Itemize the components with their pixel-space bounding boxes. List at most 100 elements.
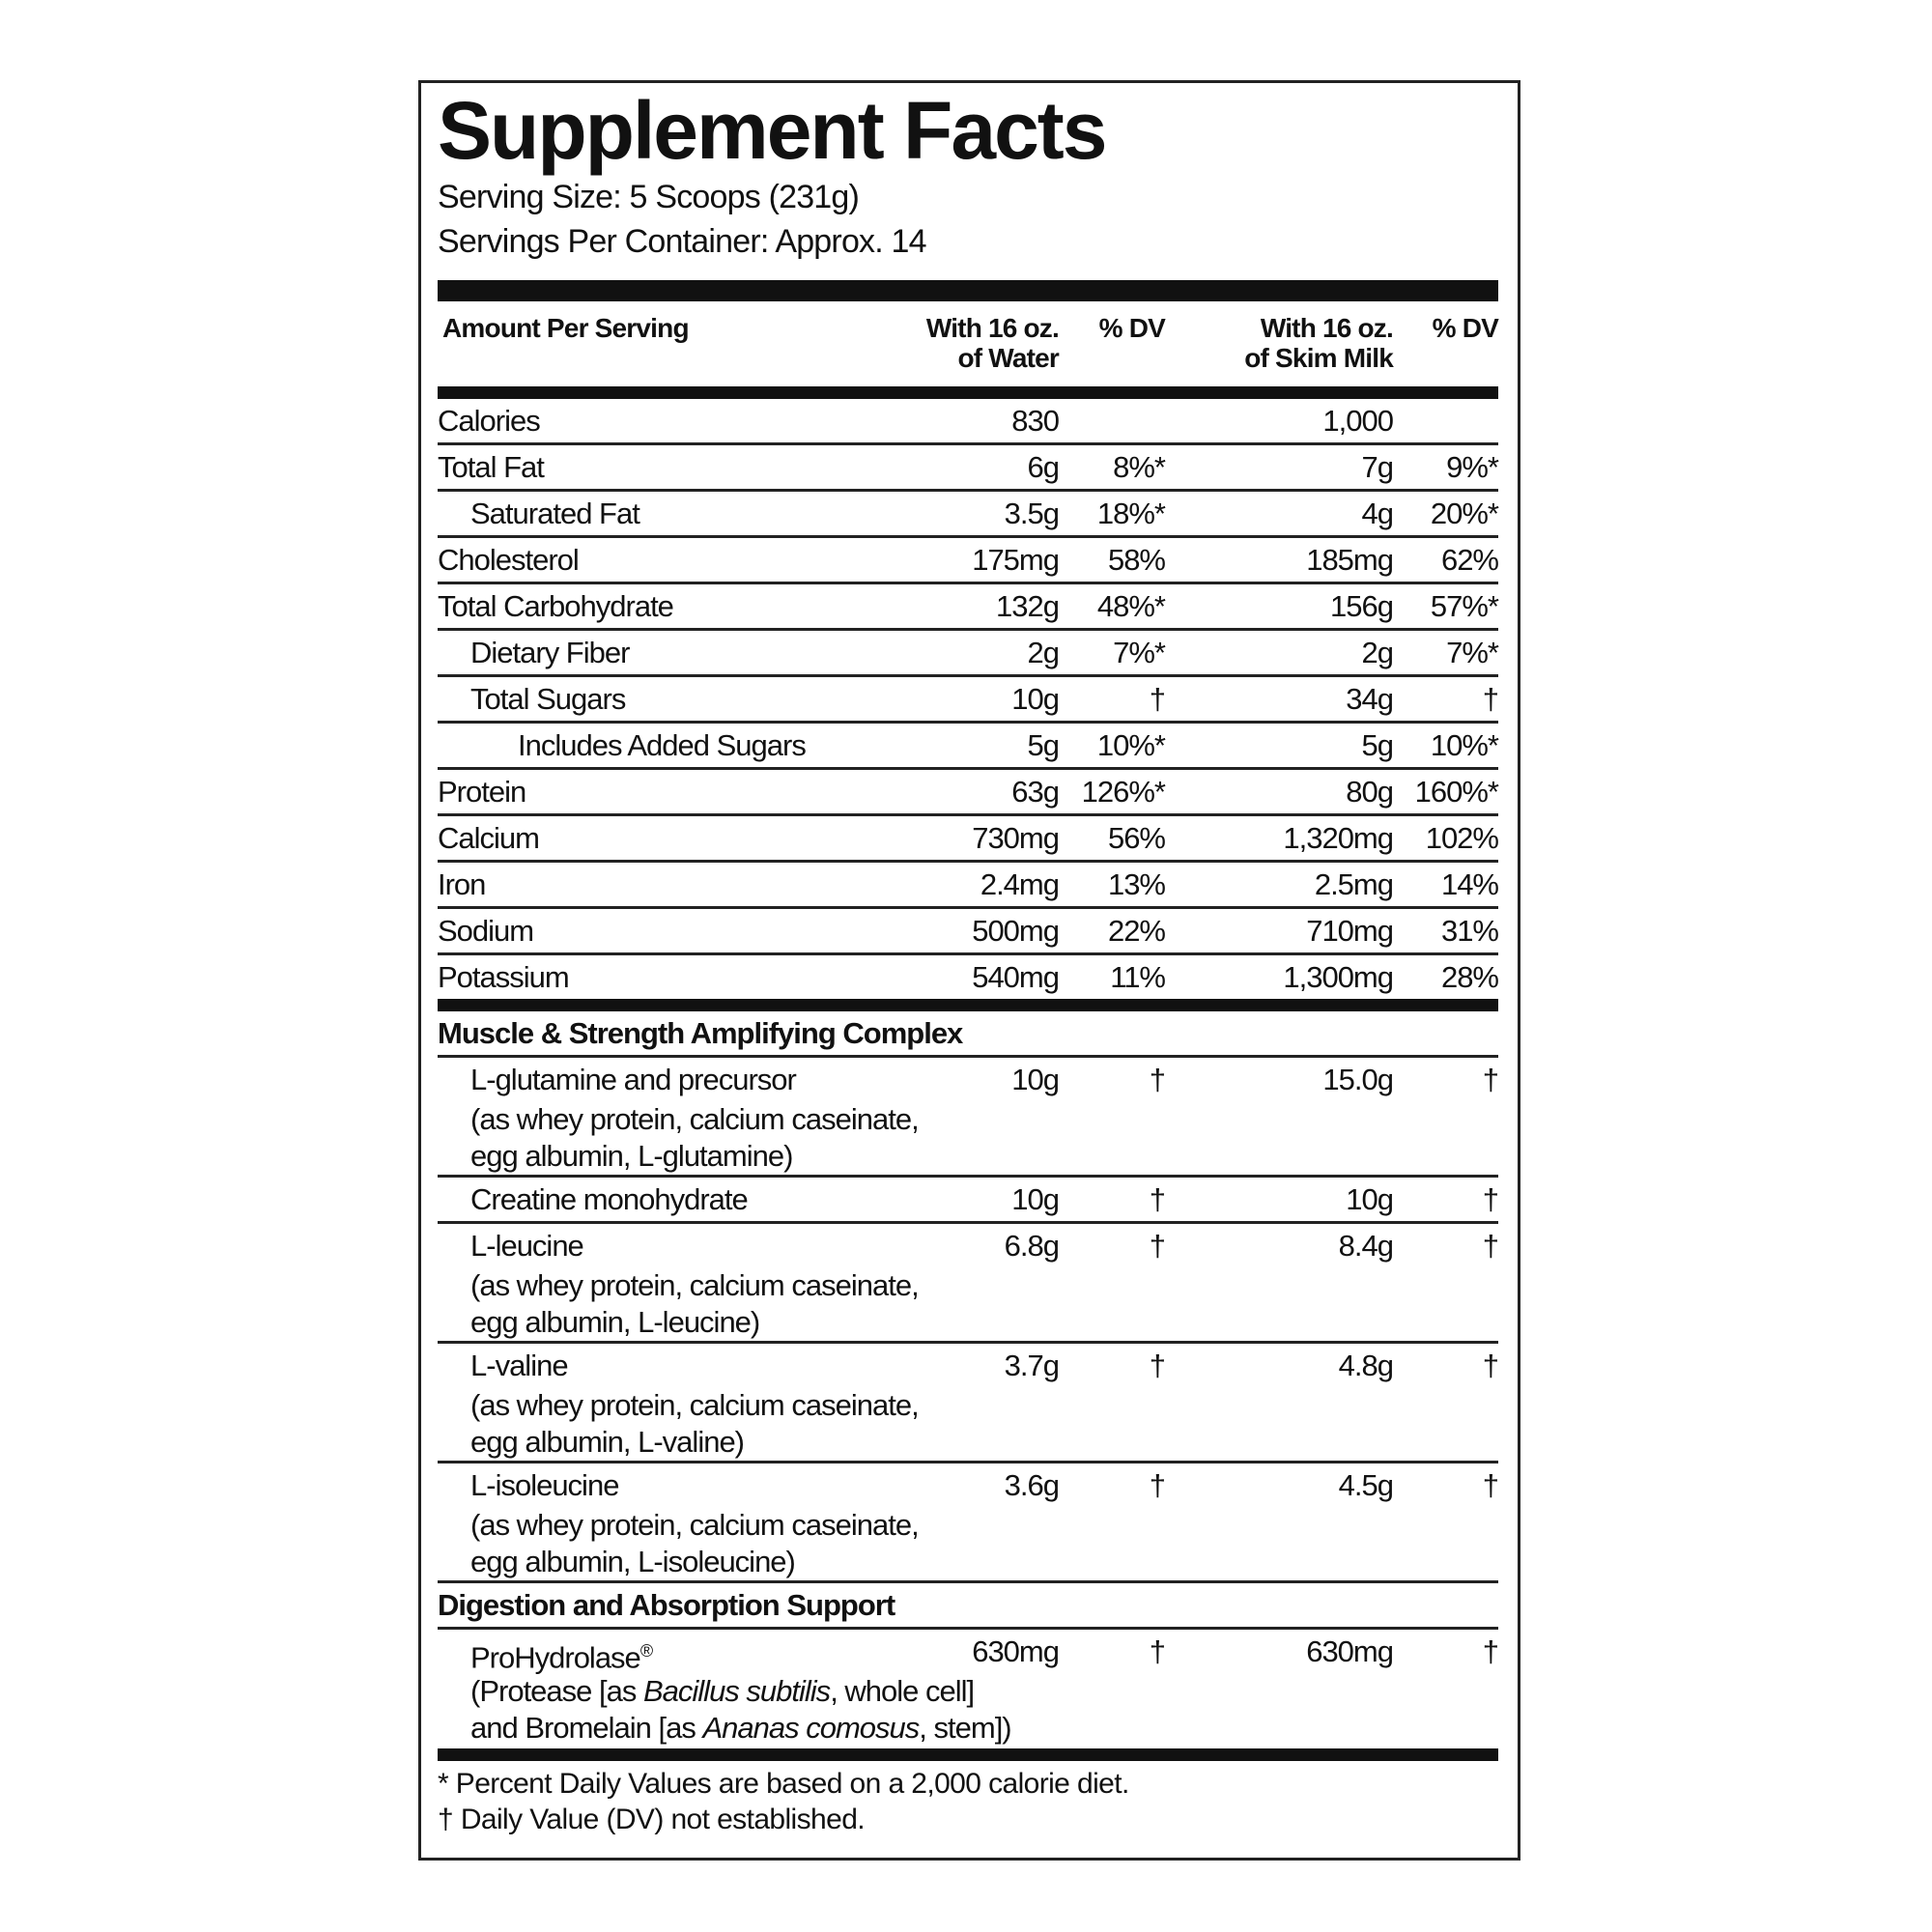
name-text: L-glutamine and precursor	[470, 1063, 797, 1096]
nutrient-row: Calcium 730mg 56% 1,320mg 102%	[438, 816, 1499, 863]
nutrient-row: Saturated Fat 3.5g 18%* 4g 20%*	[438, 492, 1499, 538]
name-text: Potassium	[438, 960, 570, 994]
nutrient-row: Sodium 500mg 22% 710mg 31%	[438, 909, 1499, 955]
ingredient-detail: (Protease [as Bacillus subtilis, whole c…	[438, 1673, 1498, 1710]
dv-water: 22%	[1107, 914, 1166, 948]
amount-milk: 2.5mg	[1314, 867, 1394, 901]
row-line: Total Fat 6g 8%* 7g 9%*	[438, 445, 1499, 489]
nutrient-name: ProHydrolase®	[438, 1630, 895, 1675]
amount-milk: 630mg	[1306, 1634, 1394, 1668]
dv-water: 11%	[1110, 960, 1166, 994]
nutrient-name: Total Fat	[438, 445, 895, 489]
amount-milk: 80g	[1346, 775, 1394, 809]
registered-mark: ®	[639, 1641, 653, 1661]
row-line: Calcium 730mg 56% 1,320mg 102%	[438, 816, 1499, 860]
dv-milk: †	[1482, 1634, 1499, 1668]
ingredient-detail: (as whey protein, calcium caseinate,	[470, 1508, 920, 1542]
nutrient-name: L-leucine	[438, 1224, 895, 1267]
column-header: Amount Per Serving With 16 oz. of Water …	[438, 301, 1499, 386]
amount-milk: 4g	[1361, 497, 1394, 530]
detail-segment: , whole cell]	[830, 1674, 975, 1708]
name-text: ProHydrolase	[470, 1640, 641, 1675]
amount-water: 830	[1011, 404, 1060, 438]
dv-water: 58%	[1107, 543, 1166, 577]
header-water: With 16 oz. of Water	[895, 313, 1060, 386]
nutrient-name: Saturated Fat	[438, 492, 895, 535]
amount-water: 6g	[1027, 450, 1060, 484]
name-text: Protein	[438, 775, 526, 809]
detail-segment: , stem])	[919, 1711, 1011, 1745]
amount-milk: 5g	[1361, 728, 1394, 762]
nutrient-name: Creatine monohydrate	[438, 1178, 895, 1221]
amount-water: 630mg	[972, 1634, 1060, 1668]
dv-water: 56%	[1107, 821, 1166, 855]
dv-water: †	[1149, 682, 1166, 716]
name-text: Includes Added Sugars	[518, 728, 807, 762]
ingredient-detail: (as whey protein, calcium caseinate,	[470, 1388, 920, 1422]
ingredient-sections: Muscle & Strength Amplifying Complex L-gl…	[438, 1011, 1499, 1747]
nutrient-name: Potassium	[438, 955, 895, 999]
dv-milk: 102%	[1425, 821, 1499, 855]
nutrient-row: ProHydrolase® 630mg † 630mg † (Protease [as B…	[438, 1630, 1499, 1747]
amount-water: 132g	[996, 589, 1060, 623]
amount-water: 10g	[1011, 1182, 1060, 1216]
amount-milk: 10g	[1346, 1182, 1394, 1216]
thick-rule	[438, 386, 1498, 399]
nutrient-row: Total Sugars 10g † 34g †	[438, 677, 1499, 724]
dv-milk: 31%	[1440, 914, 1499, 948]
dv-water: †	[1149, 1468, 1166, 1502]
dv-milk: 7%*	[1446, 636, 1499, 669]
amount-milk: 34g	[1346, 682, 1394, 716]
footnotes: * Percent Daily Values are based on a 2,…	[438, 1761, 1498, 1837]
amount-water: 63g	[1011, 775, 1060, 809]
row-line: L-valine 3.7g † 4.8g †	[438, 1344, 1499, 1387]
dv-milk: †	[1482, 1229, 1499, 1263]
detail-segment: and Bromelain [as	[470, 1711, 703, 1745]
dv-water: 13%	[1107, 867, 1166, 901]
dv-milk: †	[1482, 1349, 1499, 1382]
amount-milk: 185mg	[1306, 543, 1394, 577]
dv-water: 48%*	[1096, 589, 1166, 623]
name-text: Saturated Fat	[470, 497, 640, 530]
amount-water: 3.6g	[1004, 1468, 1060, 1502]
dv-water: 126%*	[1081, 775, 1166, 809]
amount-milk: 1,300mg	[1283, 960, 1394, 994]
ingredient-detail: egg albumin, L-glutamine)	[470, 1139, 793, 1173]
thick-rule	[438, 1748, 1498, 1761]
serving-size: Serving Size: 5 Scoops (231g)	[438, 179, 860, 215]
servings-per-container: Servings Per Container: Approx. 14	[438, 223, 927, 260]
dv-milk: †	[1482, 1468, 1499, 1502]
header-line: With 16 oz.	[925, 313, 1060, 343]
amount-water: 540mg	[972, 960, 1060, 994]
row-line: Calories 830 1,000	[438, 399, 1498, 442]
detail-segment: Ananas comosus	[702, 1711, 920, 1745]
nutrient-name: Includes Added Sugars	[438, 724, 895, 767]
name-text: L-leucine	[470, 1229, 584, 1263]
ingredient-detail: (as whey protein, calcium caseinate,	[470, 1268, 920, 1302]
dv-water: †	[1149, 1063, 1166, 1096]
nutrient-name: L-valine	[438, 1344, 895, 1387]
ingredient-detail: egg albumin, L-valine)	[470, 1425, 745, 1459]
dv-milk: 10%*	[1430, 728, 1499, 762]
name-text: Total Carbohydrate	[438, 589, 674, 623]
dv-water: 10%*	[1096, 728, 1166, 762]
row-line: L-glutamine and precursor 10g † 15.0g †	[438, 1058, 1499, 1101]
nutrient-name: Calories	[438, 399, 895, 442]
nutrient-name: Total Sugars	[438, 677, 895, 721]
amount-water: 2.4mg	[980, 867, 1060, 901]
dv-milk: 160%*	[1414, 775, 1499, 809]
detail-segment: Bacillus subtilis	[642, 1674, 831, 1708]
title: Supplement Facts	[438, 85, 1107, 176]
row-line: Potassium 540mg 11% 1,300mg 28%	[438, 955, 1499, 999]
header-milk-dv: % DV	[1432, 313, 1499, 343]
nutrient-row: L-valine 3.7g † 4.8g † (as whey protein, calc…	[438, 1344, 1499, 1463]
name-text: Total Sugars	[470, 682, 626, 716]
nutrient-name: Sodium	[438, 909, 895, 952]
amount-water: 500mg	[972, 914, 1060, 948]
nutrient-row: Creatine monohydrate 10g † 10g †	[438, 1178, 1499, 1224]
amount-water: 10g	[1011, 1063, 1060, 1096]
section-title: Muscle & Strength Amplifying Complex	[438, 1011, 1498, 1058]
row-line: Iron 2.4mg 13% 2.5mg 14%	[438, 863, 1499, 906]
nutrient-name: Cholesterol	[438, 538, 895, 582]
dv-water: 8%*	[1113, 450, 1166, 484]
